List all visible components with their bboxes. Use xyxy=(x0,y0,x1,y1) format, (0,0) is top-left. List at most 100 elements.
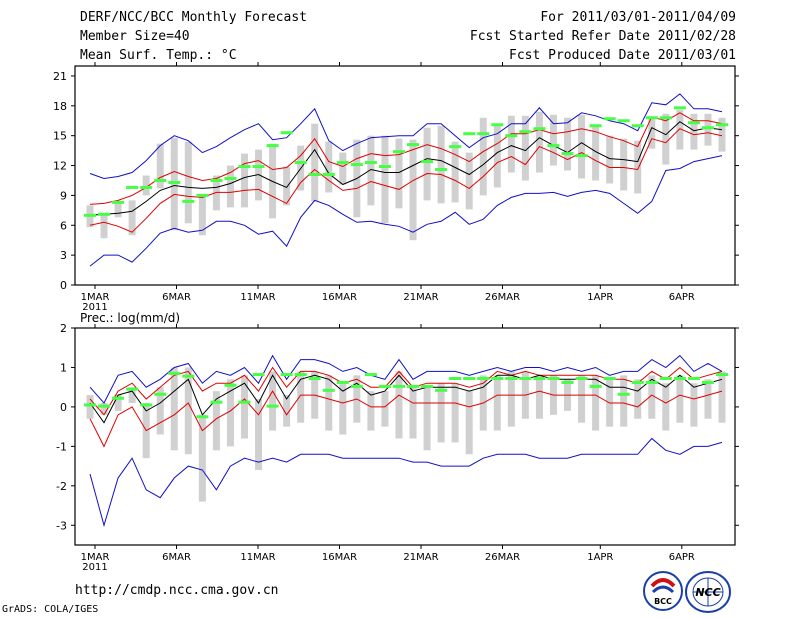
precipitation-observed-marker xyxy=(505,377,518,381)
precipitation-spread-box xyxy=(269,371,277,431)
temperature-spread-box xyxy=(381,135,389,224)
precipitation-spread-box xyxy=(339,383,347,435)
temperature-observed-marker xyxy=(392,150,405,154)
temperature-spread-box xyxy=(367,135,375,206)
temperature-spread-box xyxy=(114,203,122,218)
precipitation-ytick-label: 0 xyxy=(60,401,67,414)
precipitation-observed-marker xyxy=(182,374,195,378)
temperature-ytick-label: 21 xyxy=(53,70,67,83)
temperature-spread-box xyxy=(535,111,543,173)
temperature-observed-marker xyxy=(701,126,714,130)
precipitation-year-label: 2011 xyxy=(82,562,107,573)
temperature-spread-box xyxy=(100,213,108,239)
temperature-spread-box xyxy=(718,117,726,152)
precipitation-spread-box xyxy=(620,375,628,427)
precipitation-xtick-label: 11MAR xyxy=(240,552,275,563)
temperature-observed-marker xyxy=(589,124,602,128)
temperature-observed-marker xyxy=(308,173,321,177)
precipitation-ytick-label: -1 xyxy=(56,440,67,453)
precipitation-observed-marker xyxy=(294,373,307,377)
temperature-observed-marker xyxy=(716,123,728,127)
temperature-xtick-label: 26MAR xyxy=(485,292,520,303)
temperature-observed-marker xyxy=(280,131,293,135)
precipitation-spread-box xyxy=(423,387,431,451)
temperature-spread-box xyxy=(311,123,319,202)
temperature-observed-marker xyxy=(322,173,335,177)
temperature-spread-box xyxy=(521,115,529,181)
precipitation-observed-marker xyxy=(98,404,111,408)
precipitation-observed-marker xyxy=(378,384,391,388)
precipitation-observed-marker xyxy=(561,380,574,384)
temperature-observed-marker xyxy=(449,145,462,149)
precipitation-observed-marker xyxy=(140,403,153,407)
precipitation-spread-box xyxy=(676,375,684,423)
bcc-logo: BCC xyxy=(643,571,683,611)
precipitation-observed-marker xyxy=(673,377,686,381)
temperature-spread-box xyxy=(549,114,557,166)
temperature-observed-marker xyxy=(491,123,504,127)
temperature-observed-marker xyxy=(84,213,96,217)
precipitation-axes-frame xyxy=(74,327,736,546)
precipitation-observed-marker xyxy=(477,377,490,381)
temperature-observed-marker xyxy=(378,165,391,169)
precipitation-observed-marker xyxy=(350,384,363,388)
temperature-series-max xyxy=(89,93,723,180)
precipitation-spread-box xyxy=(437,383,445,443)
temperature-xtick-label: 21MAR xyxy=(403,292,438,303)
temperature-ytick-label: 12 xyxy=(53,160,67,173)
precipitation-observed-marker xyxy=(463,377,476,381)
temperature-observed-marker xyxy=(140,185,153,189)
precipitation-xtick-label: 21MAR xyxy=(403,552,438,563)
precipitation-observed-marker xyxy=(112,396,125,400)
temperature-spread-box xyxy=(339,152,347,185)
precipitation-spread-box xyxy=(507,371,515,427)
temperature-spread-box xyxy=(704,113,712,146)
precipitation-spread-box xyxy=(255,399,263,471)
temperature-ytick-label: 0 xyxy=(60,279,67,292)
precipitation-observed-marker xyxy=(126,387,139,391)
temperature-observed-marker xyxy=(364,161,377,165)
precipitation-spread-box xyxy=(156,387,164,435)
temperature-observed-marker xyxy=(168,180,181,184)
temperature-ytick-label: 15 xyxy=(53,130,67,143)
precipitation-xtick-label: 16MAR xyxy=(322,552,357,563)
precipitation-observed-marker xyxy=(280,373,293,377)
precipitation-ytick-label: 2 xyxy=(60,322,67,335)
temperature-spread-box xyxy=(676,109,684,150)
precipitation-observed-marker xyxy=(631,380,644,384)
temperature-observed-marker xyxy=(617,119,630,123)
precipitation-observed-marker xyxy=(224,383,237,387)
temperature-spread-box xyxy=(142,175,150,196)
precipitation-observed-marker xyxy=(421,384,434,388)
temperature-spread-box xyxy=(240,153,248,208)
temperature-observed-marker xyxy=(407,143,420,147)
precipitation-spread-box xyxy=(226,379,234,447)
precipitation-spread-box xyxy=(718,371,726,423)
precipitation-xtick-label: 6MAR xyxy=(162,552,191,563)
temperature-observed-marker xyxy=(266,144,279,148)
temperature-observed-marker xyxy=(126,185,139,189)
temperature-spread-box xyxy=(437,125,445,204)
precipitation-spread-box xyxy=(198,414,206,502)
precipitation-spread-box xyxy=(86,395,94,419)
precipitation-ytick-label: 1 xyxy=(60,361,67,374)
temperature-xtick-label: 11MAR xyxy=(240,292,275,303)
panel-temperature: 0 3 6 9 12 15 18 21 1MAR 6MAR 11MAR 16MAR 21MAR 26MAR… xyxy=(53,62,739,313)
temperature-observed-marker xyxy=(112,200,125,204)
precipitation-observed-marker xyxy=(308,377,321,381)
forecast-period: For 2011/03/01-2011/04/09 xyxy=(540,10,736,25)
precipitation-spread-box xyxy=(409,387,417,439)
temperature-series-mean xyxy=(89,121,723,216)
temperature-ytick-label: 18 xyxy=(53,100,67,113)
source-url[interactable]: http://cmdp.ncc.cma.gov.cn xyxy=(75,583,279,598)
precipitation-observed-marker xyxy=(435,388,448,392)
precipitation-ytick-label: -3 xyxy=(56,519,67,532)
temperature-observed-marker xyxy=(336,161,349,165)
temperature-spread-box xyxy=(451,141,459,203)
precipitation-spread-box xyxy=(297,371,305,423)
variable-label: Mean Surf. Temp.: °C xyxy=(80,48,237,63)
temperature-axes-frame xyxy=(74,65,736,286)
temperature-series-lower xyxy=(89,128,723,233)
temperature-spread-box xyxy=(620,138,628,191)
